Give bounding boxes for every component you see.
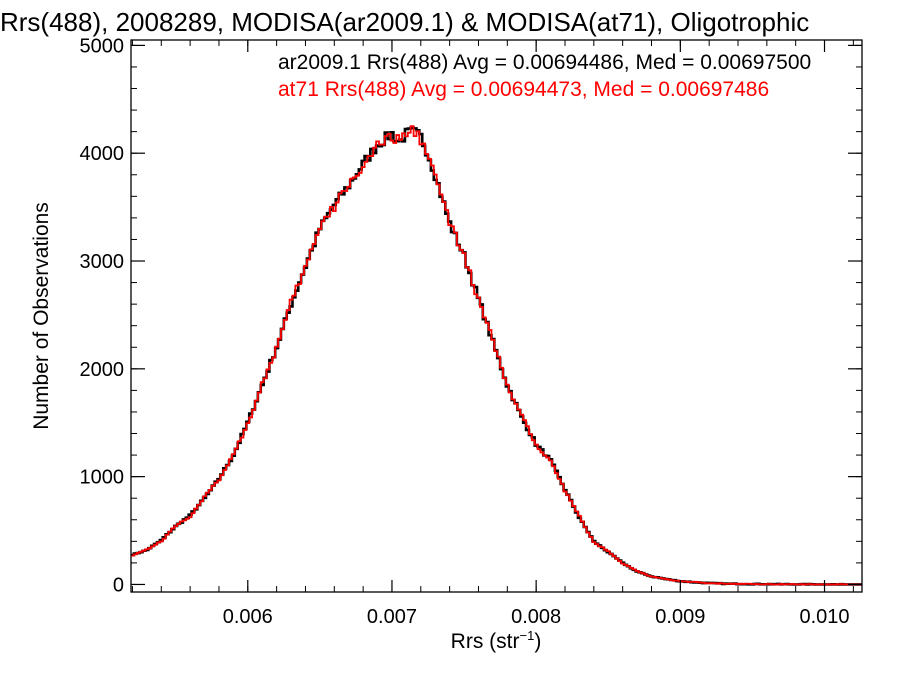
y-axis: 0 1000 2000 3000 4000 5000 <box>80 35 862 596</box>
plot-frame <box>130 39 863 593</box>
x-axis-label-main: Rrs (str <box>451 630 520 653</box>
chart-title: Rrs(488), 2008289, MODISA(ar2009.1) & MO… <box>0 7 809 37</box>
y-axis-label: Number of Observations <box>30 202 53 430</box>
x-axis-label-superscript: −1 <box>520 628 535 643</box>
annotation-ar2009: ar2009.1 Rrs(488) Avg = 0.00694486, Med … <box>278 51 811 74</box>
x-tick-label: 0.008 <box>511 606 561 628</box>
x-tick-label: 0.006 <box>223 606 273 628</box>
y-tick-label: 0 <box>113 574 124 596</box>
y-tick-label: 5000 <box>80 35 125 57</box>
x-axis: 0.006 0.007 0.008 0.009 0.010 <box>131 40 854 628</box>
x-tick-label: 0.010 <box>799 606 849 628</box>
annotation-at71: at71 Rrs(488) Avg = 0.00694473, Med = 0.… <box>278 78 769 101</box>
y-tick-label: 2000 <box>80 359 125 381</box>
series-layer <box>131 125 862 586</box>
y-tick-label: 4000 <box>80 143 125 165</box>
x-axis-label: Rrs (str−1) <box>451 628 542 653</box>
series-line-1 <box>131 125 862 586</box>
y-tick-label: 1000 <box>80 467 125 489</box>
plot-area <box>131 125 862 586</box>
y-tick-label: 3000 <box>80 251 125 273</box>
x-tick-label: 0.009 <box>655 606 705 628</box>
x-axis-label-end: ) <box>534 630 541 653</box>
x-tick-label: 0.007 <box>367 606 417 628</box>
